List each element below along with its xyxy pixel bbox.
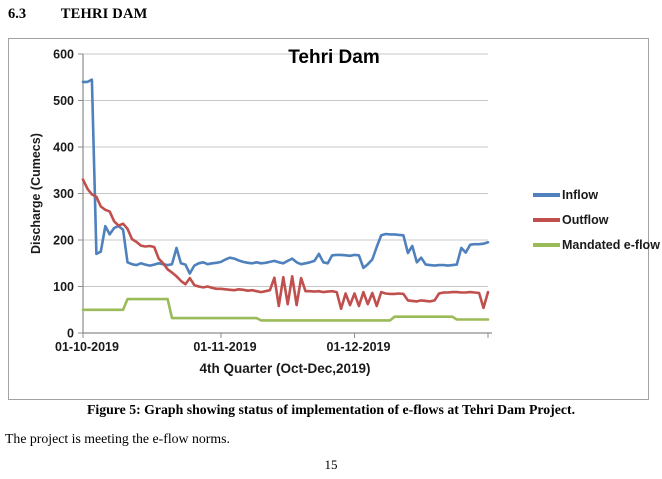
outflow-line-swatch [533, 217, 560, 222]
series-line-mandated-e-flow [81, 297, 490, 322]
legend-item-inflow: Inflow [533, 182, 660, 207]
chart-title: Tehri Dam [288, 47, 380, 68]
x-tick-label: 01-12-2019 [327, 340, 391, 354]
y-tick-label: 300 [53, 187, 74, 201]
series-line-outflow [81, 178, 490, 311]
figure-caption: Figure 5: Graph showing status of implem… [86, 402, 576, 417]
x-tick-label: 01-10-2019 [55, 340, 119, 354]
discharge-chart-plot: 0 100 200 300 400 500 600 01-10-2019 01-11-2019 0… [53, 48, 492, 354]
y-tick-label: 500 [53, 94, 74, 108]
mandated-eflow-line-swatch [533, 242, 560, 247]
y-tick-label: 0 [67, 327, 74, 341]
page-number: 15 [324, 457, 338, 472]
legend-label-mandated-eflow: Mandated e-flow [562, 237, 660, 252]
y-axis-title: Discharge (Cumecs) [29, 133, 43, 255]
series-line-inflow [81, 78, 490, 275]
y-tick-label: 200 [53, 234, 74, 248]
section-title: TEHRI DAM [60, 6, 148, 22]
chart-legend: Inflow Outflow Mandated e-flow [533, 182, 660, 257]
inflow-line-swatch [533, 192, 560, 197]
body-text: The project is meeting the e-flow norms. [5, 431, 230, 446]
legend-label-inflow: Inflow [562, 187, 599, 202]
legend-label-outflow: Outflow [562, 212, 609, 227]
x-tick-label: 01-11-2019 [193, 340, 256, 354]
section-heading: 6.3 TEHRI DAM [8, 6, 148, 23]
y-tick-label: 600 [53, 48, 74, 62]
y-tick-label: 100 [53, 280, 74, 294]
legend-item-outflow: Outflow [533, 207, 660, 232]
chart-frame: 0 100 200 300 400 500 600 01-10-2019 01-11-2019 0… [8, 38, 660, 400]
y-tick-label: 400 [53, 141, 74, 155]
legend-item-mandated-eflow: Mandated e-flow [533, 232, 660, 257]
x-axis-title: 4th Quarter (Oct-Dec,2019) [199, 361, 371, 376]
section-number: 6.3 [8, 6, 27, 22]
